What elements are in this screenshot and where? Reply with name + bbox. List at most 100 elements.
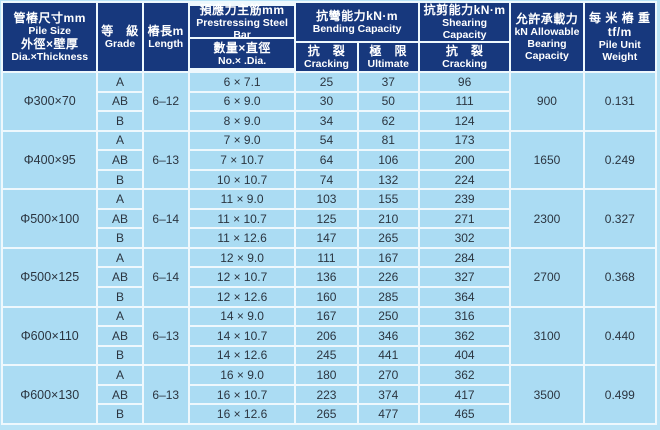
subheader-bending-ultimate: 極 限 Ultimate (358, 43, 418, 71)
table-row: Φ500×100 A 6–14 11 × 9.0 103 155 239 2300 0.327 (3, 190, 655, 247)
bending-ultimate-cell: 81 (358, 131, 418, 150)
table-row: Φ600×130 A 6–13 16 × 9.0 180 270 362 3500 0.499 (3, 366, 655, 423)
col-header-pile-size: 管樁尺寸mm Pile Size 外徑×壁厚 Dia.×Thickness (3, 3, 97, 71)
unit-weight-cell: 0.499 (584, 366, 655, 423)
bending-cracking-cell: 74 (296, 170, 357, 189)
bending-cracking-cell: 206 (296, 327, 357, 345)
grade-cell: B (98, 288, 142, 306)
bending-cracking-cell: 54 (296, 131, 357, 150)
dia-thickness-label-en: Dia.×Thickness (11, 51, 89, 63)
grade-cell: AB (98, 268, 142, 287)
table-row: AB 16 × 10.7 223 374 417 (3, 385, 655, 404)
shear-cracking-cell: 111 (419, 92, 510, 111)
dia-thickness-label-zh: 外徑×壁厚 (20, 37, 79, 51)
grade-cell: A (98, 131, 142, 150)
bending-cracking-cell: 136 (296, 268, 357, 287)
unit-weight-cell: 0.440 (584, 307, 655, 365)
steel-bar-cell: 12 × 9.0 (189, 248, 295, 267)
pile-size-cell: Φ600×110 (3, 307, 97, 365)
shear-cracking-cell: 96 (419, 73, 510, 91)
unit-weight-cell: 0.131 (584, 73, 655, 130)
steel-bar-cell: 16 × 10.7 (189, 385, 295, 404)
table-row: AB 11 × 10.7 125 210 271 (3, 209, 655, 228)
bending-ultimate-cell: 106 (358, 151, 418, 169)
steel-bar-cell: 8 × 9.0 (189, 112, 295, 130)
bearing-cell: 2300 (511, 190, 583, 247)
bending-cracking-label-zh: 抗 裂 (307, 44, 346, 58)
bending-cracking-cell: 160 (296, 288, 357, 306)
bending-ultimate-cell: 226 (358, 268, 418, 287)
bending-cracking-cell: 64 (296, 151, 357, 169)
table-row: B 11 × 12.6 147 265 302 (3, 229, 655, 247)
bearing-label-en2: Bearing (527, 38, 567, 50)
table-row: Φ600×110 A 6–13 14 × 9.0 167 250 316 3100 0.440 (3, 307, 655, 365)
length-label-en: Length (148, 38, 184, 50)
shear-cracking-cell: 327 (419, 268, 510, 287)
no-dia-label-en: No.× .Dia. (218, 54, 267, 67)
table-row: AB 7 × 10.7 64 106 200 (3, 151, 655, 169)
col-header-grade: 等 級 Grade (98, 3, 142, 71)
grade-cell: AB (98, 92, 142, 111)
pile-size-cell: Φ600×130 (3, 366, 97, 423)
bending-cracking-cell: 167 (296, 307, 357, 326)
steel-bar-cell: 11 × 10.7 (189, 209, 295, 228)
length-cell: 6–12 (143, 73, 188, 130)
steel-bar-cell: 6 × 9.0 (189, 92, 295, 111)
subheader-shearing-cracking: 抗 裂 Cracking (419, 43, 510, 71)
pile-size-label-en: Pile Size (28, 25, 72, 37)
steel-bar-label-en: Prestressing Steel Bar (196, 16, 288, 41)
bending-cracking-cell: 180 (296, 366, 357, 384)
unit-weight-label-en: Pile Unit Weight (598, 39, 641, 63)
shear-cracking-cell: 302 (419, 229, 510, 247)
length-cell: 6–14 (143, 190, 188, 247)
bearing-cell: 3500 (511, 366, 583, 423)
shear-cracking-cell: 316 (419, 307, 510, 326)
grade-cell: A (98, 307, 142, 326)
bearing-cell: 900 (511, 73, 583, 130)
steel-bar-cell: 7 × 9.0 (189, 131, 295, 150)
no-dia-label-zh: 數量×直徑 (213, 40, 271, 55)
pile-size-cell: Φ300×70 (3, 73, 97, 130)
bending-ultimate-cell: 50 (358, 92, 418, 111)
bending-ultimate-cell: 265 (358, 229, 418, 247)
steel-bar-cell: 11 × 9.0 (189, 190, 295, 208)
bearing-label-zh: 允許承載力 (515, 12, 579, 26)
grade-cell: A (98, 366, 142, 384)
pile-size-cell: Φ500×100 (3, 190, 97, 247)
grade-label-en: Grade (104, 38, 136, 50)
bending-ultimate-cell: 250 (358, 307, 418, 326)
length-cell: 6–13 (143, 307, 188, 365)
steel-bar-label-zh: 預應力主筋mm (199, 3, 285, 17)
length-label-zh: 樁長m (147, 24, 184, 38)
shear-cracking-cell: 284 (419, 248, 510, 267)
table-row: B 10 × 10.7 74 132 224 (3, 170, 655, 189)
steel-bar-cell: 12 × 12.6 (189, 288, 295, 306)
bending-ultimate-cell: 477 (358, 405, 418, 423)
table-row: Φ400×95 A 6–13 7 × 9.0 54 81 173 1650 0.249 (3, 131, 655, 189)
bending-cracking-cell: 30 (296, 92, 357, 111)
shear-cracking-cell: 465 (419, 405, 510, 423)
steel-bar-cell: 16 × 12.6 (189, 405, 295, 423)
grade-cell: AB (98, 151, 142, 169)
table-row: Φ300×70 A 6–12 6 × 7.1 25 37 96 900 0.131 (3, 73, 655, 130)
length-cell: 6–14 (143, 248, 188, 306)
steel-bar-cell: 14 × 9.0 (189, 307, 295, 326)
shear-cracking-cell: 224 (419, 170, 510, 189)
grade-cell: AB (98, 385, 142, 404)
grade-cell: AB (98, 209, 142, 228)
bending-cracking-cell: 125 (296, 209, 357, 228)
table-row: B 8 × 9.0 34 62 124 (3, 112, 655, 130)
steel-bar-cell: 11 × 12.6 (189, 229, 295, 247)
steel-bar-cell: 14 × 12.6 (189, 346, 295, 365)
bending-ultimate-cell: 374 (358, 385, 418, 404)
shear-cracking-cell: 271 (419, 209, 510, 228)
bearing-label-en3: Capacity (525, 50, 569, 62)
bearing-label-en1: kN Allowable (514, 26, 580, 38)
grade-cell: A (98, 190, 142, 208)
shear-cracking-cell: 417 (419, 385, 510, 404)
steel-bar-cell: 16 × 9.0 (189, 366, 295, 384)
bending-ultimate-cell: 270 (358, 366, 418, 384)
bending-cracking-cell: 103 (296, 190, 357, 208)
table-body: Φ300×70 A 6–12 6 × 7.1 25 37 96 900 0.131 AB 6 × 9… (3, 73, 655, 423)
col-header-bearing: 允許承載力 kN Allowable Bearing Capacity (511, 3, 583, 71)
